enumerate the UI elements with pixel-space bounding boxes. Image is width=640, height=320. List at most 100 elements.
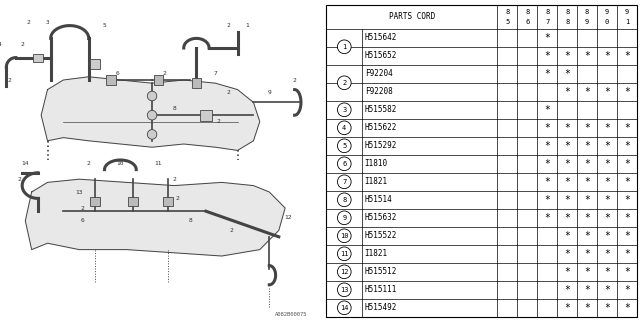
- Text: 8: 8: [545, 9, 549, 14]
- Text: 11: 11: [340, 251, 349, 257]
- Text: H515632: H515632: [365, 213, 397, 222]
- Text: 2: 2: [87, 161, 91, 166]
- Text: 9: 9: [625, 9, 629, 14]
- Text: 0: 0: [605, 19, 609, 25]
- Text: 8: 8: [565, 19, 569, 25]
- Text: *: *: [604, 123, 610, 133]
- Text: 2: 2: [27, 20, 30, 25]
- Text: *: *: [624, 177, 630, 187]
- Text: 8: 8: [525, 9, 529, 14]
- Text: *: *: [544, 177, 550, 187]
- Text: 7: 7: [342, 179, 346, 185]
- Text: 2: 2: [17, 177, 21, 182]
- Text: *: *: [624, 87, 630, 97]
- Text: 6: 6: [81, 218, 84, 223]
- Bar: [90, 59, 100, 69]
- Text: *: *: [564, 141, 570, 151]
- Text: *: *: [624, 213, 630, 223]
- Text: *: *: [584, 285, 590, 295]
- Text: *: *: [544, 33, 550, 43]
- Text: 2: 2: [163, 71, 166, 76]
- Bar: [191, 78, 201, 88]
- Text: *: *: [584, 213, 590, 223]
- Text: *: *: [604, 177, 610, 187]
- Bar: [200, 109, 212, 121]
- Text: 2: 2: [172, 177, 176, 182]
- Text: *: *: [544, 195, 550, 205]
- Text: *: *: [584, 195, 590, 205]
- Text: *: *: [584, 159, 590, 169]
- Text: 3: 3: [45, 20, 49, 25]
- Text: 2: 2: [20, 42, 24, 47]
- Text: *: *: [564, 87, 570, 97]
- Bar: [128, 197, 138, 206]
- Text: *: *: [604, 51, 610, 61]
- Bar: [33, 53, 43, 61]
- Text: *: *: [604, 267, 610, 277]
- Circle shape: [147, 91, 157, 101]
- Circle shape: [337, 211, 351, 225]
- Text: *: *: [624, 267, 630, 277]
- Text: 12: 12: [285, 215, 292, 220]
- Text: *: *: [564, 249, 570, 259]
- Text: 2: 2: [342, 80, 346, 86]
- Text: H515492: H515492: [365, 303, 397, 312]
- Text: *: *: [624, 159, 630, 169]
- Text: 3: 3: [342, 107, 346, 113]
- Text: 10: 10: [340, 233, 349, 239]
- Text: 8: 8: [172, 106, 176, 111]
- Text: 7: 7: [545, 19, 549, 25]
- Text: *: *: [584, 249, 590, 259]
- Text: *: *: [544, 159, 550, 169]
- Text: *: *: [624, 123, 630, 133]
- Text: *: *: [624, 285, 630, 295]
- Bar: [106, 75, 116, 85]
- Circle shape: [337, 76, 351, 90]
- Text: *: *: [584, 231, 590, 241]
- Text: *: *: [564, 213, 570, 223]
- Text: 8: 8: [188, 218, 192, 223]
- Text: *: *: [624, 141, 630, 151]
- Text: 14: 14: [340, 305, 349, 311]
- Text: 6: 6: [115, 71, 119, 76]
- Text: 7: 7: [214, 71, 218, 76]
- Text: H515622: H515622: [365, 123, 397, 132]
- Text: 2: 2: [226, 90, 230, 95]
- Text: *: *: [604, 159, 610, 169]
- Circle shape: [337, 175, 351, 189]
- Circle shape: [147, 130, 157, 139]
- Text: *: *: [584, 303, 590, 313]
- Circle shape: [337, 265, 351, 279]
- Text: H51514: H51514: [365, 195, 392, 204]
- Circle shape: [337, 301, 351, 315]
- Text: *: *: [604, 141, 610, 151]
- Text: *: *: [544, 105, 550, 115]
- Text: 5: 5: [342, 143, 346, 149]
- Text: *: *: [584, 51, 590, 61]
- Text: *: *: [564, 195, 570, 205]
- Text: *: *: [564, 285, 570, 295]
- Text: *: *: [544, 213, 550, 223]
- Text: *: *: [604, 249, 610, 259]
- Text: 2: 2: [229, 228, 233, 233]
- Text: *: *: [584, 123, 590, 133]
- Text: 8: 8: [342, 197, 346, 203]
- Text: *: *: [624, 195, 630, 205]
- Text: *: *: [564, 231, 570, 241]
- Text: 9: 9: [605, 9, 609, 14]
- Text: *: *: [584, 141, 590, 151]
- Text: F92208: F92208: [365, 87, 392, 96]
- Text: 14: 14: [22, 161, 29, 166]
- Text: *: *: [564, 159, 570, 169]
- Text: *: *: [604, 213, 610, 223]
- Circle shape: [337, 229, 351, 243]
- Bar: [163, 197, 173, 206]
- Text: *: *: [604, 303, 610, 313]
- Polygon shape: [26, 179, 285, 256]
- Text: 13: 13: [76, 189, 83, 195]
- Bar: [154, 75, 163, 85]
- Text: I1810: I1810: [365, 159, 388, 168]
- Text: 4: 4: [342, 125, 346, 131]
- Text: *: *: [584, 177, 590, 187]
- Text: 4: 4: [0, 42, 2, 47]
